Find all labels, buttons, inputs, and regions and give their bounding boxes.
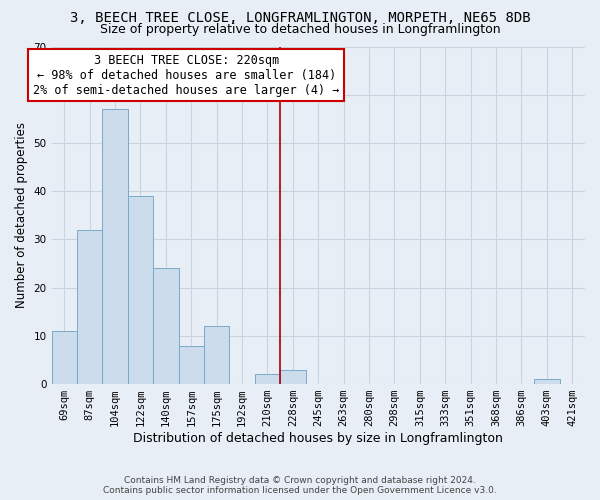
Text: 3, BEECH TREE CLOSE, LONGFRAMLINGTON, MORPETH, NE65 8DB: 3, BEECH TREE CLOSE, LONGFRAMLINGTON, MO… — [70, 11, 530, 25]
Bar — [280, 370, 305, 384]
Bar — [128, 196, 153, 384]
X-axis label: Distribution of detached houses by size in Longframlington: Distribution of detached houses by size … — [133, 432, 503, 445]
Text: Contains HM Land Registry data © Crown copyright and database right 2024.
Contai: Contains HM Land Registry data © Crown c… — [103, 476, 497, 495]
Bar — [52, 331, 77, 384]
Bar — [534, 380, 560, 384]
Bar — [77, 230, 103, 384]
Text: Size of property relative to detached houses in Longframlington: Size of property relative to detached ho… — [100, 22, 500, 36]
Bar — [179, 346, 204, 384]
Bar — [255, 374, 280, 384]
Y-axis label: Number of detached properties: Number of detached properties — [15, 122, 28, 308]
Bar — [153, 268, 179, 384]
Text: 3 BEECH TREE CLOSE: 220sqm
← 98% of detached houses are smaller (184)
2% of semi: 3 BEECH TREE CLOSE: 220sqm ← 98% of deta… — [33, 54, 340, 96]
Bar — [204, 326, 229, 384]
Bar — [103, 109, 128, 384]
